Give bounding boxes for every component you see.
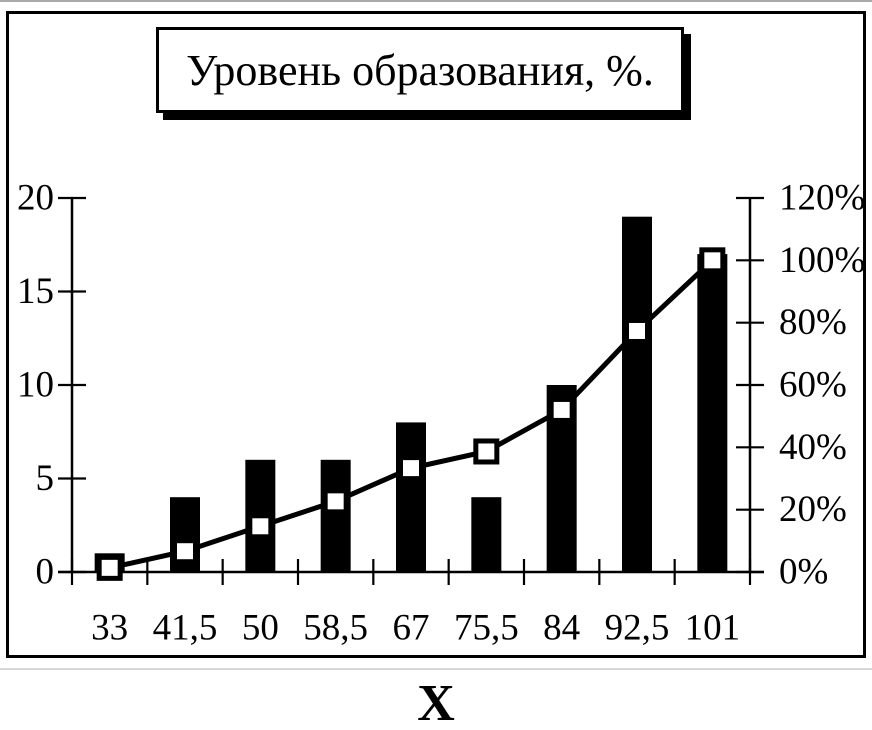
frequency-bar [320, 459, 351, 572]
category-label: 84 [543, 608, 580, 649]
frequency-bar [697, 254, 728, 572]
chart-title: Уровень образования, %. [156, 27, 684, 113]
right-axis-tick-label: 0% [779, 552, 828, 593]
left-axis-tick-label: 5 [36, 458, 55, 499]
category-label: 75,5 [454, 608, 519, 649]
line-marker [473, 438, 500, 465]
left-axis-tick-label: 10 [17, 365, 54, 406]
category-label: 33 [91, 608, 128, 649]
line-marker [699, 247, 726, 274]
left-axis-tick-label: 15 [17, 271, 54, 312]
line-marker [322, 488, 349, 515]
category-label: 67 [393, 608, 430, 649]
line-marker [398, 455, 424, 482]
frequency-bar [396, 422, 426, 572]
category-label: 101 [685, 608, 741, 649]
category-label: 41,5 [153, 608, 218, 649]
left-axis-tick-label: 20 [17, 178, 54, 219]
category-label: 58,5 [303, 608, 368, 649]
line-marker [172, 538, 198, 565]
right-axis-tick-label: 120% [779, 178, 865, 219]
right-axis-tick-label: 60% [779, 365, 847, 406]
right-axis-tick-label: 100% [779, 240, 865, 281]
category-label: 50 [242, 608, 279, 649]
top-divider-rule [0, 0, 872, 2]
left-axis-tick-label: 0 [36, 552, 55, 593]
right-axis-tick-label: 80% [779, 302, 847, 343]
x-axis-title: X [417, 675, 455, 730]
line-marker [624, 317, 650, 344]
category-label: 92,5 [605, 608, 670, 649]
frequency-bar [622, 216, 652, 572]
bottom-divider-rule [0, 668, 872, 670]
right-axis-tick-label: 20% [779, 489, 847, 530]
frequency-bar [471, 497, 502, 572]
line-marker [96, 554, 123, 581]
right-axis-tick-label: 40% [779, 427, 847, 468]
line-marker [247, 513, 274, 540]
line-marker [548, 396, 575, 423]
